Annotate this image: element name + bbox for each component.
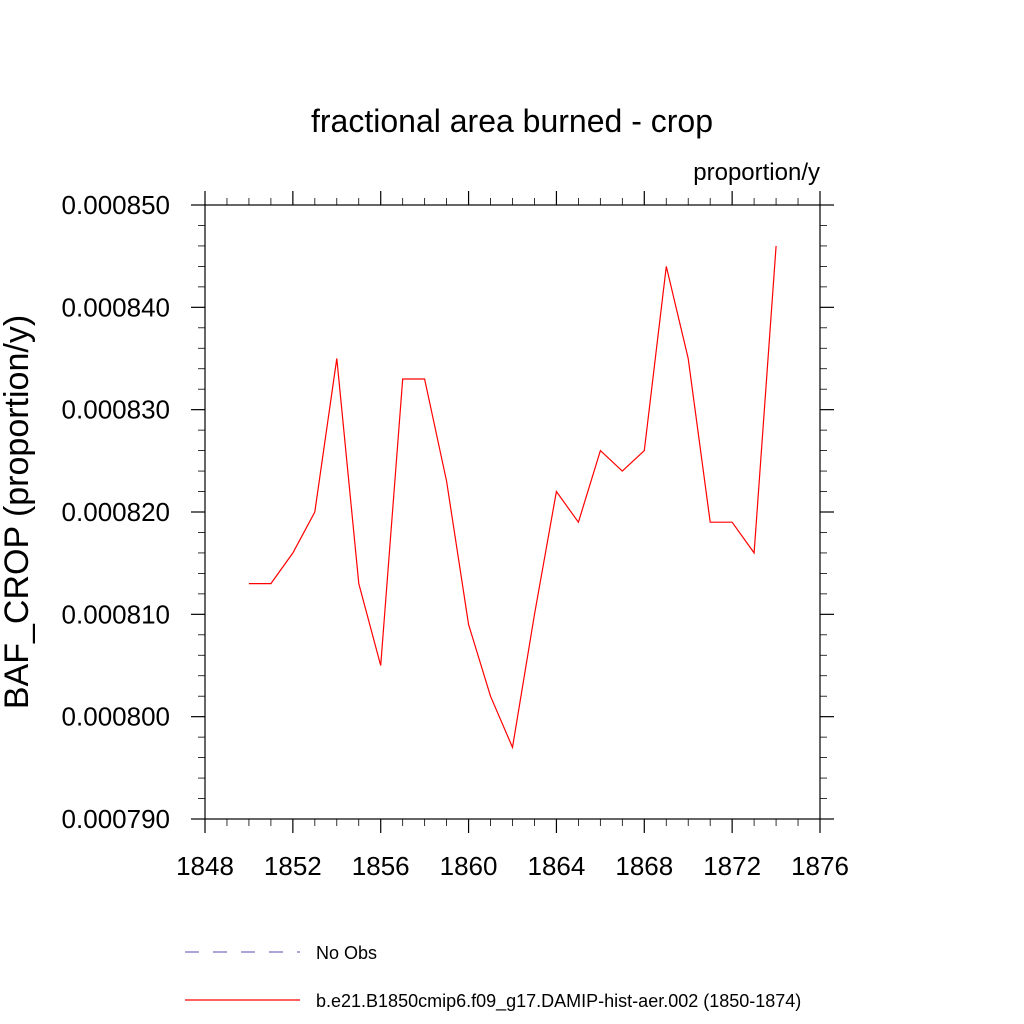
chart-title: fractional area burned - crop <box>311 103 713 139</box>
x-tick-label: 1852 <box>264 851 322 881</box>
y-tick-label: 0.000790 <box>62 804 170 834</box>
plot-frame <box>204 204 821 820</box>
x-tick-label: 1876 <box>791 851 849 881</box>
legend-label-no-obs: No Obs <box>316 943 377 963</box>
axis-ticks <box>191 191 834 833</box>
y-tick-label: 0.000840 <box>62 292 170 322</box>
y-tick-label: 0.000850 <box>62 190 170 220</box>
tick-labels: 1848 1852 1856 1860 1864 1868 1872 1876 0.000790… <box>62 190 849 881</box>
y-tick-label: 0.000810 <box>62 599 170 629</box>
legend: No Obs b.e21.B1850cmip6.f09_g17.DAMIP-hi… <box>185 943 801 1012</box>
y-tick-label: 0.000830 <box>62 395 170 425</box>
x-tick-label: 1848 <box>176 851 234 881</box>
x-tick-label: 1864 <box>528 851 586 881</box>
units-label: proportion/y <box>693 159 820 186</box>
y-tick-label: 0.000800 <box>62 702 170 732</box>
x-tick-label: 1872 <box>703 851 761 881</box>
y-axis-label: BAF_CROP (proportion/y) <box>0 315 36 709</box>
series-line <box>248 245 777 750</box>
series-group <box>248 245 777 750</box>
x-tick-label: 1856 <box>352 851 410 881</box>
legend-label-series: b.e21.B1850cmip6.f09_g17.DAMIP-hist-aer.… <box>316 991 801 1012</box>
y-tick-label: 0.000820 <box>62 497 170 527</box>
x-tick-label: 1860 <box>440 851 498 881</box>
x-tick-label: 1868 <box>615 851 673 881</box>
